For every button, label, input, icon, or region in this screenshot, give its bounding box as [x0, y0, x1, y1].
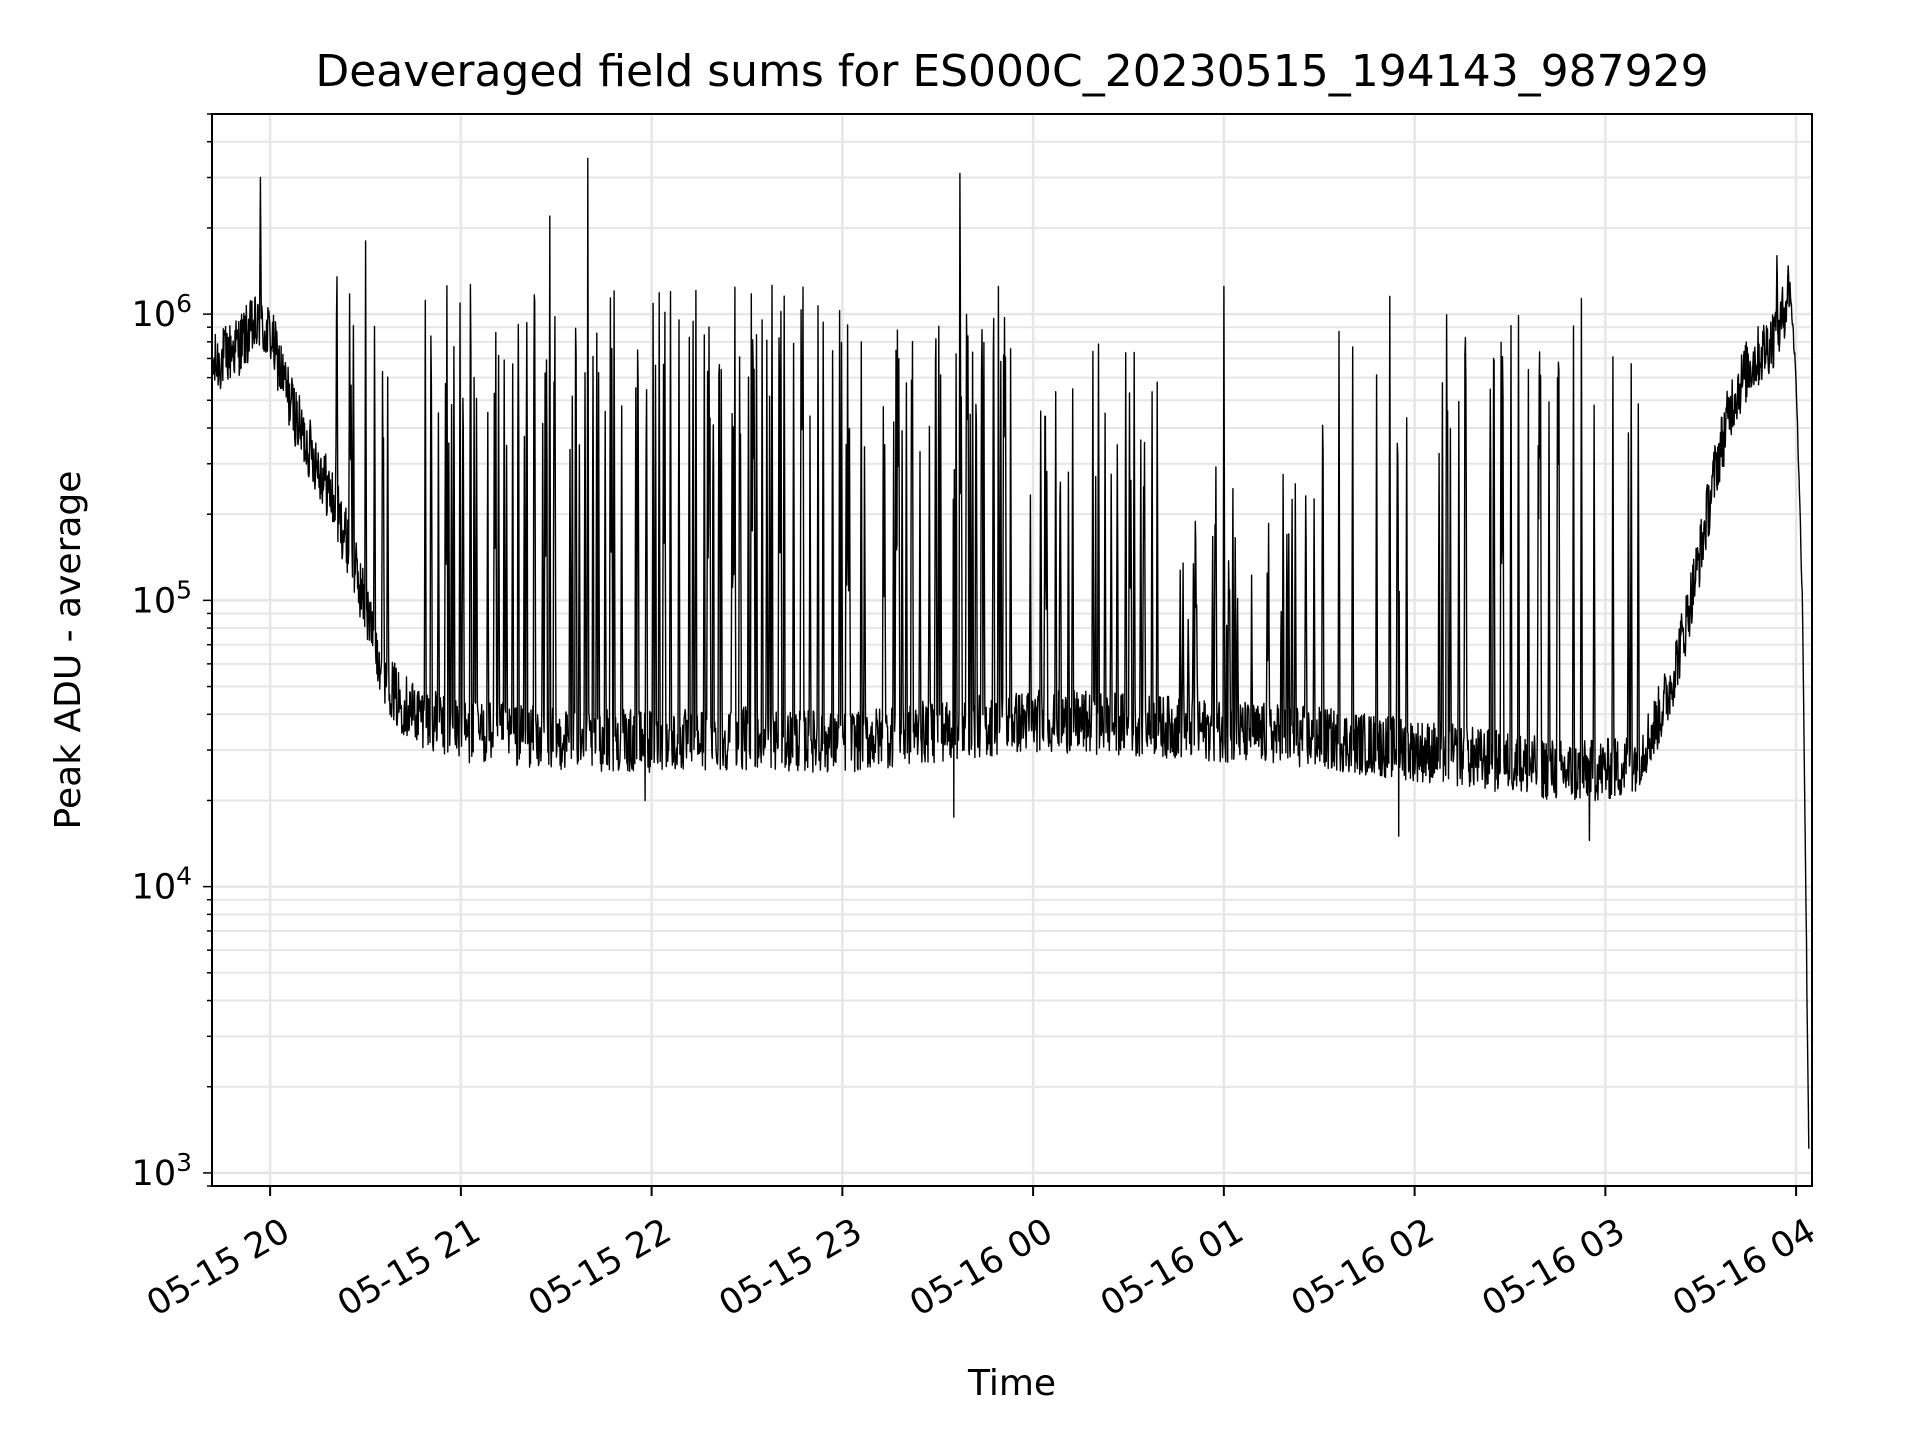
y-axis: 103 104 105 106	[132, 113, 212, 1194]
series-line	[211, 157, 1810, 1149]
series-path	[211, 157, 1810, 1149]
x-axis-label: Time	[967, 1363, 1056, 1404]
y-tick-label: 105	[132, 575, 192, 621]
grid-lines	[212, 113, 1812, 1187]
plot-frame	[211, 113, 1813, 1187]
y-tick-label: 106	[132, 289, 192, 335]
chart-title: Deaveraged field sums for ES000C_2023051…	[315, 46, 1708, 97]
y-tick-label: 104	[132, 862, 192, 908]
y-axis-label: Peak ADU - average	[48, 471, 89, 830]
y-tick-label: 103	[132, 1148, 192, 1194]
